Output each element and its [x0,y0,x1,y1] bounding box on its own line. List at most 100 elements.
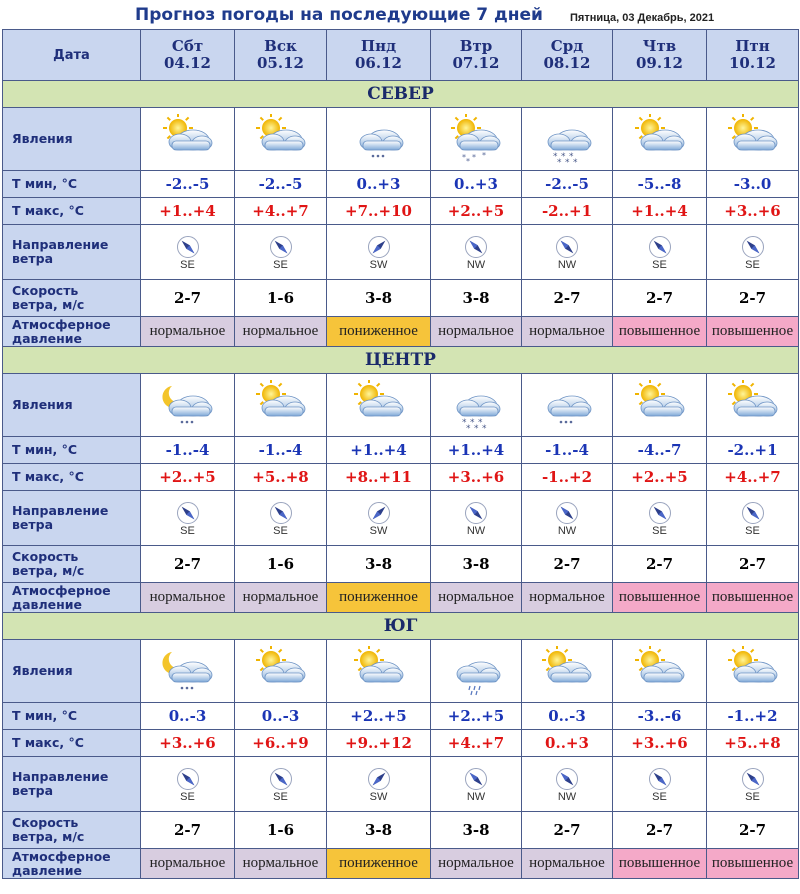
cloud-rain-icon [431,646,521,696]
row-label-text: ветра [12,251,54,266]
svg-text:*: * [470,418,475,428]
tmin-value: -1..+2 [727,706,778,725]
wind-speed-value: 3-8 [364,554,393,573]
wind-direction-cell: SE [612,756,707,812]
row-label-text: ветра, м/с [12,829,85,844]
pressure-cell: нормальное [234,848,327,879]
compass-icon [235,235,326,259]
compass-icon [522,501,612,525]
tmin-cell: 0..-3 [521,702,613,730]
compass-icon [431,767,521,791]
tmax-value: +1..+4 [159,201,216,220]
tmin-cell: 0..-3 [234,702,327,730]
row-label: Т макс, °С [2,197,141,225]
wind-speed-cell: 2-7 [521,811,613,849]
wind-speed-cell: 3-8 [430,279,522,317]
row-label-text: Направление [12,503,109,518]
wind-direction-cell: SE [234,224,327,280]
wind-direction-value: SE [745,525,760,537]
weather-cell [430,639,522,703]
wind-direction-cell: SE [140,224,235,280]
tmin-value: +1..+4 [447,440,505,459]
wind-speed-value: 2-7 [553,288,581,307]
tmin-cell: +1..+4 [430,436,522,464]
weather-cell [521,639,613,703]
tmin-value: -2..-5 [545,174,589,193]
wind-speed-cell: 2-7 [140,545,235,583]
day-date: 10.12 [729,54,776,72]
weather-cell [326,373,431,437]
partly-cloudy-icon [235,646,326,696]
compass-icon [327,235,430,259]
tmin-row: Т мин, °С 0..-3 0..-3 +2..+5 +2..+5 0..-3 -3..… [2,702,799,730]
cloud-snow-light-icon [522,380,612,430]
phenomena-row: Явления * * * * * * * * * * [2,107,799,171]
tmin-cell: -2..-5 [140,170,235,198]
wind-speed-value: 1-6 [266,288,295,307]
wind-speed-value: 1-6 [266,554,295,573]
tmin-value: -2..-5 [258,174,303,193]
wind-speed-cell: 1-6 [234,279,327,317]
wind-speed-cell: 2-7 [612,279,707,317]
partly-cloudy-icon [613,380,706,430]
svg-text:*: * [557,158,562,164]
pressure-cell: повышенное [612,848,707,879]
wind-speed-value: 2-7 [173,554,202,573]
compass-icon [327,501,430,525]
wind-direction-row: Направление ветра SE SE SW NW NW SE SE [2,224,799,280]
row-label-text: Направление [12,237,109,252]
tmin-cell: -5..-8 [612,170,707,198]
svg-text:*: * [474,424,479,430]
wind-direction-cell: NW [521,224,613,280]
compass-icon [327,767,430,791]
row-label-text: давление [12,330,82,346]
wind-speed-value: 1-6 [266,820,295,839]
partly-cloudy-icon [613,646,706,696]
tmax-row: Т макс, °С +2..+5 +5..+8 +8..+11 +3..+6 -1..+… [2,463,799,491]
tmin-cell: -1..+2 [706,702,799,730]
pressure-cell: повышенное [706,848,799,879]
wind-speed-value: 3-8 [462,820,490,839]
weather-cell: * * * * * * [521,107,613,171]
wind-direction-value: SE [652,259,667,271]
day-name: Чтв [642,37,677,55]
page-title: Прогноз погоды на последующие 7 дней [135,5,543,25]
tmax-cell: +4..+7 [430,729,522,757]
wind-direction-value: NW [466,791,486,803]
region-row: ЮГ [2,612,799,640]
wind-speed-value: 2-7 [645,820,674,839]
wind-speed-cell: 3-8 [326,545,431,583]
svg-text:*: * [482,151,486,160]
partly-cloudy-icon [707,380,798,430]
svg-text:*: * [466,157,470,164]
pressure-cell: нормальное [521,582,613,613]
row-label-text: Атмосферное [12,582,111,598]
row-label-text: Явления [12,131,73,146]
moon-cloud-snow-icon [141,646,234,696]
wind-speed-cell: 2-7 [140,279,235,317]
wind-speed-cell: 2-7 [612,545,707,583]
tmax-cell: +1..+4 [140,197,235,225]
tmax-row: Т макс, °С +3..+6 +6..+9 +9..+12 +4..+7 0..+3… [2,729,799,757]
tmin-cell: +2..+5 [430,702,522,730]
row-label-text: давление [12,596,82,612]
wind-direction-row: Направление ветра SE SE SW NW NW SE SE [2,490,799,546]
wind-speed-value: 3-8 [364,820,393,839]
pressure-cell: пониженное [326,582,431,613]
wind-direction-value: SE [180,791,195,803]
tmax-cell: -2..+1 [521,197,613,225]
weather-cell [521,373,613,437]
wind-speed-cell: 2-7 [706,545,799,583]
pressure-cell: пониженное [326,316,431,347]
row-label: Явления [2,639,141,703]
svg-text:*: * [462,418,467,428]
svg-text:*: * [462,153,466,162]
compass-icon [141,767,234,791]
tmax-value: +3..+6 [631,733,688,752]
compass-icon [522,767,612,791]
tmin-value: 0..-3 [261,706,300,725]
wind-direction-cell: SE [706,756,799,812]
row-label: Скорость ветра, м/с [2,279,141,317]
partly-cloudy-icon [707,114,798,164]
compass-icon [613,767,706,791]
